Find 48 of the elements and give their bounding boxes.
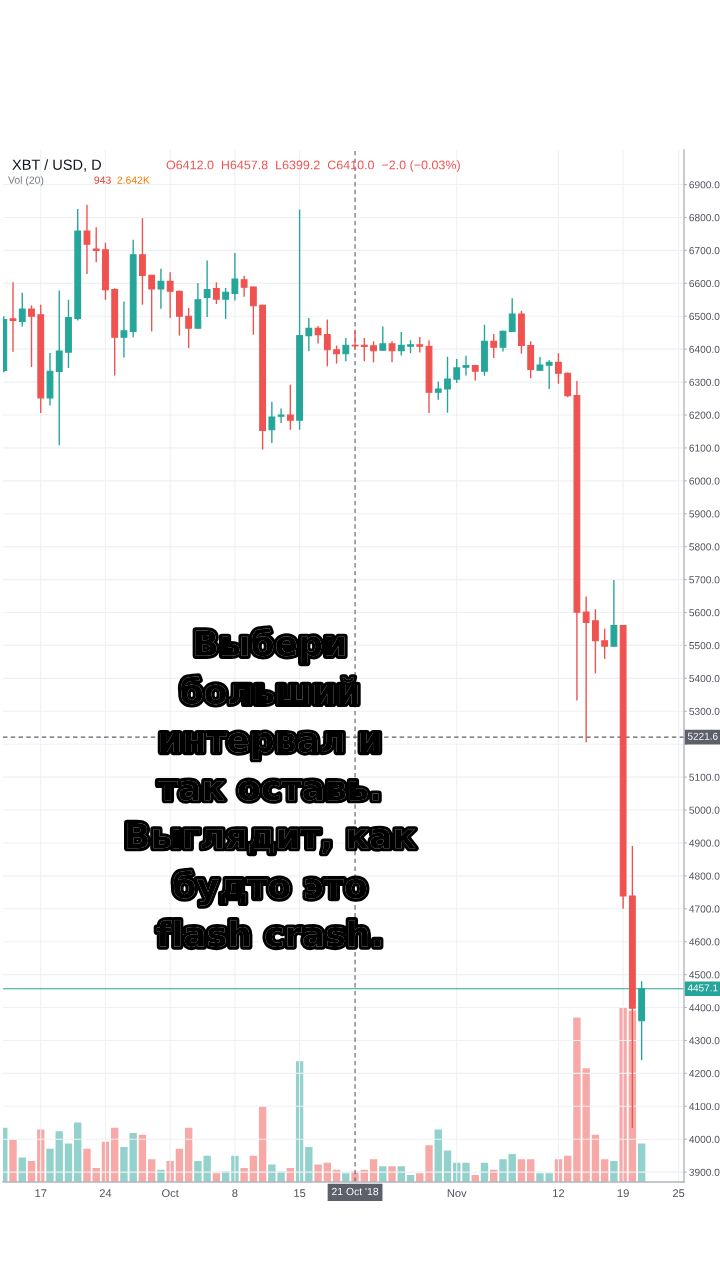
x-tick-label: 25 <box>672 1189 685 1198</box>
annotation: 2.642K <box>117 176 150 184</box>
y-tick-label: 6200.0 <box>689 411 720 419</box>
text: XBT / USD, D <box>12 159 101 172</box>
y-tick-label: 5500.0 <box>689 642 720 650</box>
x-tick-label: Nov <box>447 1189 467 1198</box>
y-tick-label: 4100.0 <box>689 1102 720 1111</box>
x-tick-label: 12 <box>553 1189 565 1197</box>
y-tick-label: 6300.0 <box>689 378 720 386</box>
x-tick-label: Oct <box>162 1189 179 1198</box>
y-tick-label: 4200.0 <box>689 1069 720 1078</box>
annotation: 943 <box>94 176 111 184</box>
y-tick-label: 5800.0 <box>689 543 720 551</box>
y-tick-label: 6400.0 <box>689 345 720 353</box>
y-tick-label: 5900.0 <box>689 510 720 518</box>
y-tick-label: 4600.0 <box>689 938 720 946</box>
y-tick-label: 3900.0 <box>689 1168 720 1176</box>
x-tick-label: 15 <box>294 1189 306 1198</box>
x-tick-label: 8 <box>232 1189 238 1198</box>
annotation: Выбери больший интервал и так оставь. Выглядит, как будто это flash crash. <box>127 628 416 947</box>
y-tick-label: 6000.0 <box>689 477 720 485</box>
y-tick-label: 6900.0 <box>689 181 720 189</box>
y-tick-label: 6800.0 <box>689 214 720 222</box>
x-tick-label: 24 <box>99 1189 112 1197</box>
ref-line-label: 5221.6 <box>687 732 718 740</box>
x-tick-label: 17 <box>35 1189 47 1197</box>
y-tick-label: 6600.0 <box>689 279 720 288</box>
y-tick-label: 5400.0 <box>689 674 720 683</box>
y-tick-label: 4000.0 <box>689 1135 720 1143</box>
chart-title: Vol (20) <box>8 176 44 186</box>
x-tick-label: 19 <box>617 1189 629 1198</box>
y-tick-label: 5000.0 <box>689 806 720 814</box>
y-tick-label: 6100.0 <box>689 444 720 452</box>
y-tick-label: 4400.0 <box>689 1004 720 1012</box>
y-tick-label: 5100.0 <box>689 773 720 781</box>
ref-line-label: 21 Oct '18 <box>332 1187 379 1196</box>
y-tick-label: 4800.0 <box>689 872 720 880</box>
y-tick-label: 6700.0 <box>689 247 720 255</box>
y-tick-label: 6500.0 <box>689 312 720 321</box>
y-tick-label: 5300.0 <box>689 707 720 716</box>
y-tick-label: 4500.0 <box>689 971 720 979</box>
text: O6412.0 H6457.8 L6399.2 C6410.0 −2.0 (−0.03%) <box>166 160 460 172</box>
y-tick-label: 4300.0 <box>689 1037 720 1045</box>
y-tick-label: 5600.0 <box>689 609 720 617</box>
y-tick-label: 4900.0 <box>689 839 720 847</box>
y-tick-label: 4700.0 <box>689 905 720 913</box>
ref-line-label: 4457.1 <box>687 984 718 992</box>
y-tick-label: 5700.0 <box>689 576 720 584</box>
